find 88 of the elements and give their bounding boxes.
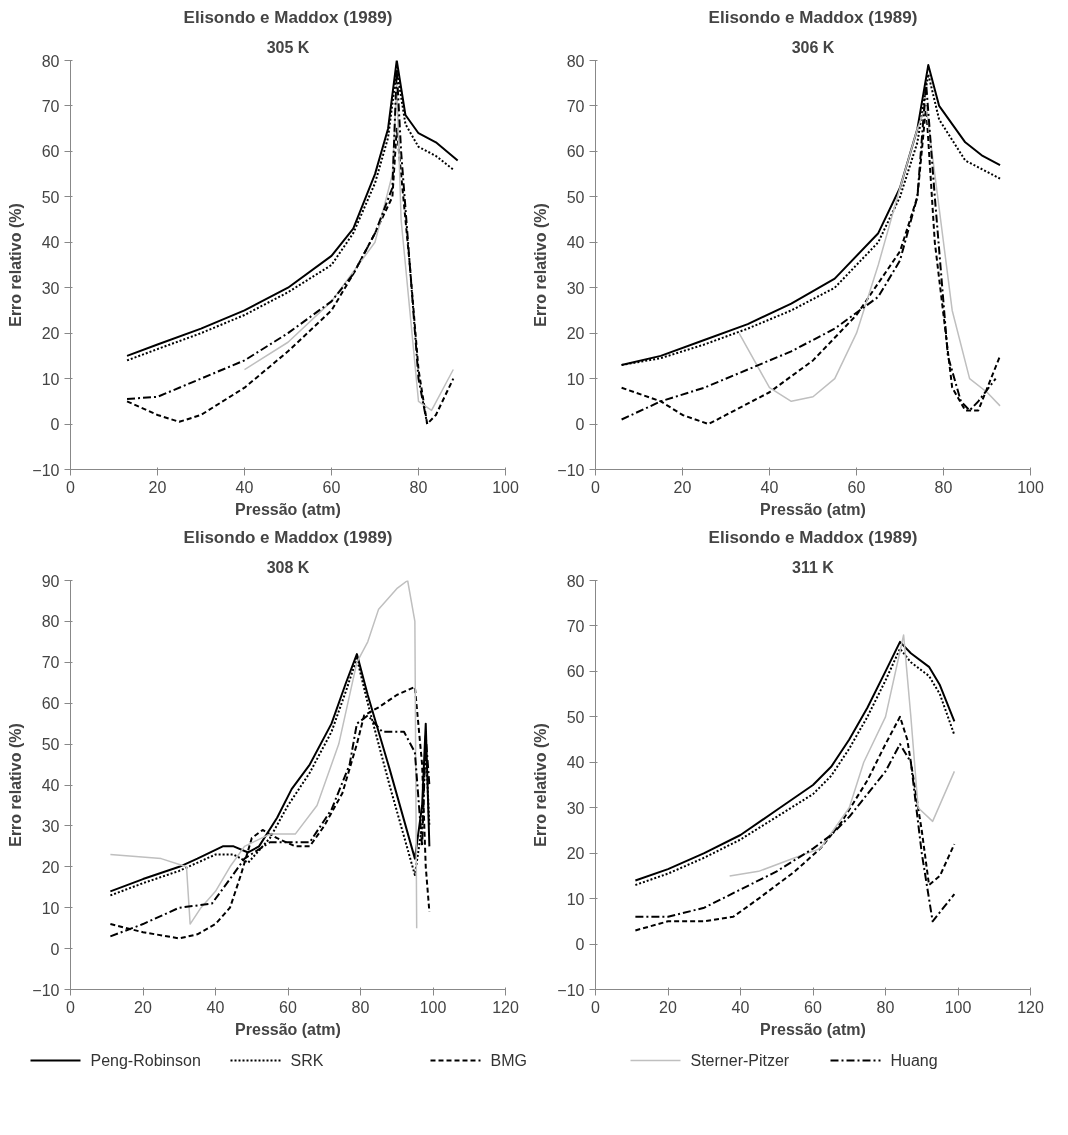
y-tick-label: 80 bbox=[41, 613, 60, 631]
chart-title: Elisondo e Maddox (1989) bbox=[183, 7, 393, 27]
x-tick-label: 100 bbox=[419, 998, 447, 1016]
y-tick-label: 0 bbox=[50, 416, 60, 434]
y-axis-title: Erro relativo (%) bbox=[532, 723, 550, 847]
x-tick-label: 80 bbox=[409, 478, 428, 496]
y-tick-label: 90 bbox=[41, 572, 60, 590]
x-tick-label: 80 bbox=[351, 998, 370, 1016]
y-tick-label: 60 bbox=[41, 695, 60, 713]
y-tick-label: 30 bbox=[566, 799, 585, 817]
x-tick-label: 60 bbox=[279, 998, 297, 1016]
x-tick-label: 60 bbox=[322, 478, 341, 496]
x-tick-label: 20 bbox=[148, 478, 167, 496]
chart-title: Elisondo e Maddox (1989) bbox=[708, 527, 918, 547]
y-tick-label: 50 bbox=[41, 188, 60, 206]
x-tick-label: 60 bbox=[804, 998, 822, 1016]
y-tick-label: 0 bbox=[575, 936, 585, 954]
x-tick-label: 120 bbox=[1017, 998, 1044, 1016]
y-axis-title: Erro relativo (%) bbox=[7, 203, 25, 327]
x-tick-label: 80 bbox=[876, 998, 895, 1016]
x-tick-label: 20 bbox=[673, 478, 692, 496]
y-tick-label: 80 bbox=[566, 572, 585, 590]
y-tick-label: 10 bbox=[566, 890, 585, 908]
y-tick-label: 30 bbox=[41, 279, 60, 297]
legend-label: Sterner-Pitzer bbox=[690, 1052, 790, 1069]
x-tick-label: 100 bbox=[944, 998, 972, 1016]
y-tick-label: 30 bbox=[566, 279, 585, 297]
x-tick-label: 0 bbox=[66, 998, 76, 1016]
y-tick-label: 70 bbox=[566, 97, 585, 115]
chart-subtitle: 306 K bbox=[791, 38, 835, 56]
y-tick-label: 40 bbox=[41, 234, 60, 252]
x-axis-title: Pressão (atm) bbox=[235, 500, 341, 518]
y-tick-label: 10 bbox=[566, 370, 585, 388]
y-axis-title: Erro relativo (%) bbox=[532, 203, 550, 327]
y-tick-label: 80 bbox=[566, 52, 585, 70]
x-tick-label: 60 bbox=[847, 478, 866, 496]
x-tick-label: 20 bbox=[134, 998, 152, 1016]
y-tick-label: 50 bbox=[566, 188, 585, 206]
chart-title: Elisondo e Maddox (1989) bbox=[183, 527, 393, 547]
legend-label: BMG bbox=[490, 1052, 527, 1069]
y-tick-label: −10 bbox=[557, 461, 585, 479]
y-tick-label: 20 bbox=[566, 325, 585, 343]
x-axis-title: Pressão (atm) bbox=[235, 1020, 341, 1038]
y-tick-label: 10 bbox=[41, 899, 60, 917]
y-tick-label: 60 bbox=[566, 663, 585, 681]
y-tick-label: 70 bbox=[41, 654, 60, 672]
y-tick-label: 60 bbox=[566, 143, 585, 161]
y-tick-label: 20 bbox=[41, 325, 60, 343]
y-tick-label: 50 bbox=[41, 736, 60, 754]
y-tick-label: 40 bbox=[41, 777, 60, 794]
y-tick-label: 70 bbox=[566, 617, 585, 635]
legend-label: Huang bbox=[890, 1052, 938, 1069]
legend-label: Peng-Robinson bbox=[90, 1052, 201, 1069]
x-tick-label: 120 bbox=[492, 998, 519, 1016]
y-tick-label: 0 bbox=[50, 940, 60, 958]
y-tick-label: 50 bbox=[566, 708, 585, 726]
chart-subtitle: 305 K bbox=[266, 38, 310, 56]
y-tick-label: 20 bbox=[566, 845, 585, 863]
y-tick-label: −10 bbox=[32, 981, 60, 999]
x-tick-label: 40 bbox=[235, 478, 254, 496]
y-tick-label: 70 bbox=[41, 97, 60, 115]
y-tick-label: 0 bbox=[575, 416, 585, 434]
x-tick-label: 40 bbox=[731, 998, 750, 1016]
chart-subtitle: 311 K bbox=[792, 558, 835, 576]
y-axis-title: Erro relativo (%) bbox=[7, 723, 25, 847]
x-axis-title: Pressão (atm) bbox=[760, 1020, 866, 1038]
x-tick-label: 80 bbox=[934, 478, 953, 496]
x-tick-label: 0 bbox=[66, 478, 76, 496]
y-tick-label: 30 bbox=[41, 817, 60, 835]
y-tick-label: 60 bbox=[41, 143, 60, 161]
y-tick-label: −10 bbox=[32, 461, 60, 479]
chart-title: Elisondo e Maddox (1989) bbox=[708, 7, 918, 27]
y-tick-label: 20 bbox=[41, 858, 60, 876]
x-axis-title: Pressão (atm) bbox=[760, 500, 866, 518]
y-tick-label: 80 bbox=[41, 52, 60, 70]
x-tick-label: 40 bbox=[760, 478, 779, 496]
x-tick-label: 40 bbox=[206, 998, 225, 1016]
chart-subtitle: 308 K bbox=[266, 558, 310, 576]
x-tick-label: 100 bbox=[1017, 478, 1044, 496]
x-tick-label: 0 bbox=[591, 998, 601, 1016]
x-tick-label: 0 bbox=[591, 478, 601, 496]
legend-label: SRK bbox=[290, 1052, 324, 1069]
y-tick-label: 40 bbox=[566, 754, 585, 772]
x-tick-label: 100 bbox=[492, 478, 519, 496]
x-tick-label: 20 bbox=[659, 998, 677, 1016]
y-tick-label: 40 bbox=[566, 234, 585, 252]
y-tick-label: −10 bbox=[557, 981, 585, 999]
y-tick-label: 10 bbox=[41, 370, 60, 388]
